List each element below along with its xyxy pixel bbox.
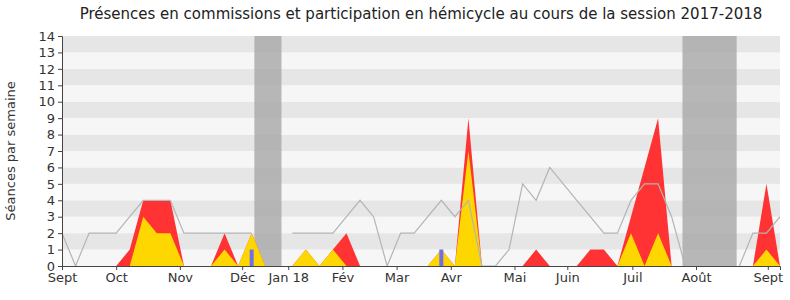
y-axis: 01234567891011121314 [38,29,62,274]
x-tick-label: Sept [754,270,784,285]
x-tick: Avr [441,266,463,285]
x-tick: Déc [230,266,255,285]
grid-stripe [62,85,780,101]
chart: Sept Oct Nov Déc Jan 18 Fév Mar Avr Mai Juin Juil A… [0,0,790,300]
y-tick-mark [58,36,62,37]
y-tick-mark [58,184,62,185]
x-tick-label: Juil [622,270,642,285]
x-tick: Juil [622,266,642,285]
x-tick-label: Fév [332,270,355,285]
y-tick-label: 10 [38,94,55,109]
y-tick-mark [58,52,62,53]
y-tick-label: 2 [47,226,55,241]
y-tick: 14 [38,29,62,44]
x-tick: Nov [168,266,194,285]
area [62,151,780,266]
x-tick-label: Nov [168,270,194,285]
x-axis: Sept Oct Nov Déc Jan 18 Fév Mar Avr Mai Juin Juil A… [48,266,783,285]
marks [62,36,780,266]
shaded-range [682,36,736,266]
y-tick-label: 6 [47,160,55,175]
y-tick: 13 [38,45,62,60]
y-tick-label: 0 [47,259,55,274]
y-tick-mark [58,102,62,103]
x-tick-label: Avr [441,270,463,285]
x-tick-label: Août [682,270,712,285]
y-tick-mark [58,250,62,251]
x-tick: Fév [332,266,355,285]
grid-stripe [62,36,780,52]
y-tick-label: 11 [38,78,55,93]
grid-stripe [62,167,780,183]
y-tick-label: 4 [47,193,55,208]
grid-stripe [62,135,780,151]
y-tick: 1 [47,242,62,257]
x-tick: Août [682,266,712,285]
x-tick-label: Juin [555,270,580,285]
grid-stripe [62,118,780,134]
y-tick: 7 [47,144,62,159]
x-tick: Mai [504,266,527,285]
y-tick-mark [58,200,62,201]
y-tick: 6 [47,160,62,175]
x-tick: Oct [105,266,127,285]
x-tick-label: Mar [385,270,410,285]
bar [250,250,254,266]
x-tick-label: Jan 18 [267,270,309,285]
y-tick-mark [58,135,62,136]
y-tick-mark [58,233,62,234]
grid-stripe [62,69,780,85]
shaded-range [254,36,281,266]
y-tick: 12 [38,62,62,77]
y-tick-mark [58,266,62,267]
y-tick-label: 5 [47,177,55,192]
grid-stripe [62,184,780,200]
y-tick-label: 3 [47,209,55,224]
x-tick: Jan 18 [267,266,309,285]
grid-stripe [62,151,780,167]
x-tick: Juin [555,266,580,285]
y-tick: 10 [38,94,62,109]
y-tick: 11 [38,78,62,93]
x-tick: Mar [385,266,410,285]
y-axis-line [58,37,63,267]
y-tick-label: 1 [47,242,55,257]
y-axis-title: Séances par semaine [3,81,18,220]
y-tick-mark [58,69,62,70]
plot: Sept Oct Nov Déc Jan 18 Fév Mar Avr Mai Juin Juil A… [38,29,783,286]
y-tick: 2 [47,226,62,241]
y-tick-label: 7 [47,144,55,159]
x-tick-label: Mai [504,270,527,285]
y-tick-label: 8 [47,127,55,142]
y-tick: 3 [47,209,62,224]
y-tick-label: 9 [47,111,55,126]
bar [439,250,443,266]
y-tick-mark [58,118,62,119]
y-tick-mark [58,85,62,86]
y-tick: 4 [47,193,62,208]
title: Présences en commissions et participatio… [80,5,763,23]
grid-stripe [62,102,780,118]
grid [62,36,780,266]
y-tick-label: 14 [38,29,55,44]
area [62,118,780,266]
y-tick-mark [58,167,62,168]
y-tick: 5 [47,177,62,192]
y-tick-label: 12 [38,62,55,77]
y-tick-mark [58,151,62,152]
line [62,167,780,266]
y-tick: 8 [47,127,62,142]
y-tick-label: 13 [38,45,55,60]
x-tick: Sept [754,266,784,285]
x-tick-label: Déc [230,270,255,285]
grid-stripe [62,52,780,68]
y-tick-mark [58,217,62,218]
y-tick: 0 [47,259,62,274]
x-tick-label: Oct [105,270,127,285]
y-tick: 9 [47,111,62,126]
